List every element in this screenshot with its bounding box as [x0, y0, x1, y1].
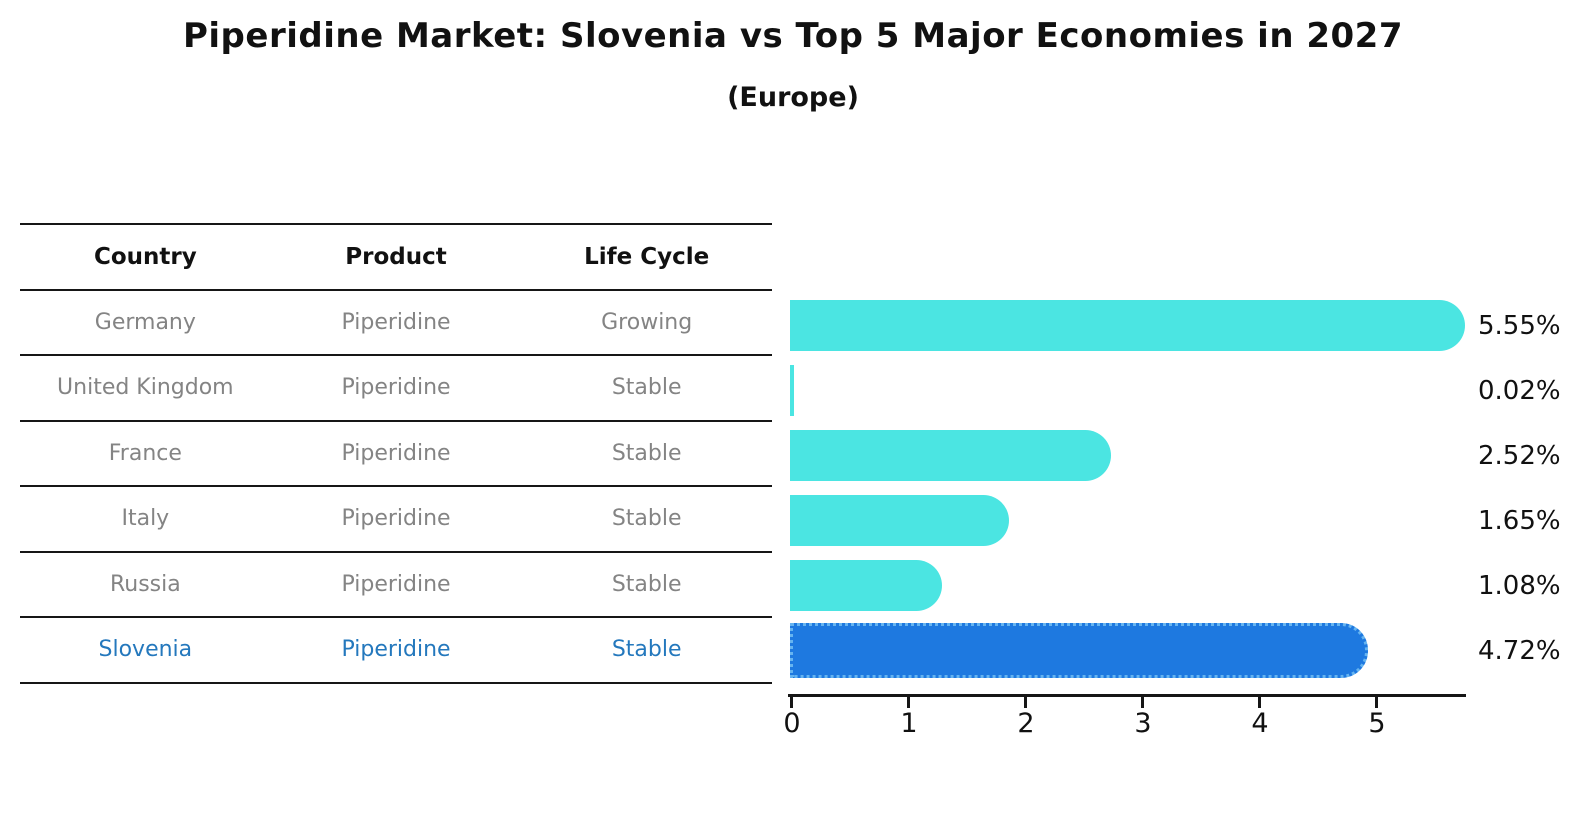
col-header-country: Country	[93, 243, 197, 270]
x-tick-label-4: 4	[1251, 708, 1269, 739]
cell-country: France	[108, 440, 182, 466]
cell-product: Piperidine	[341, 440, 451, 466]
bar-germany	[790, 300, 1466, 351]
x-axis-tick-0	[790, 697, 793, 708]
x-tick-label-1: 1	[900, 708, 918, 739]
page-title: Piperidine Market: Slovenia vs Top 5 Maj…	[182, 16, 1404, 56]
x-axis-tick-1	[907, 697, 910, 708]
cell-lifecycle: Stable	[611, 637, 682, 663]
cell-country: Germany	[94, 309, 196, 335]
value-label-united-kingdom: 0.02%	[1478, 375, 1561, 406]
x-tick-label-3: 3	[1134, 708, 1152, 739]
col-header-product: Product	[345, 243, 447, 270]
bar-russia	[790, 560, 943, 611]
x-axis-tick-4	[1258, 697, 1261, 708]
cell-lifecycle: Stable	[611, 375, 682, 401]
value-label-russia: 1.08%	[1478, 570, 1561, 601]
bar-italy	[790, 495, 1010, 546]
table-header-row: Country Product Life Cycle	[20, 225, 772, 291]
comparison-table: Country Product Life Cycle Germany Piper…	[20, 223, 772, 684]
cell-product: Piperidine	[341, 506, 451, 532]
cell-lifecycle: Stable	[611, 440, 682, 466]
page-subtitle: (Europe)	[727, 82, 859, 113]
table-row-russia: Russia Piperidine Stable	[20, 553, 772, 618]
x-axis-tick-2	[1024, 697, 1027, 708]
cell-product: Piperidine	[341, 637, 451, 663]
x-tick-label-2: 2	[1017, 708, 1035, 739]
table-row-france: France Piperidine Stable	[20, 422, 772, 487]
x-axis-tick-3	[1141, 697, 1144, 708]
cell-product: Piperidine	[341, 375, 451, 401]
cell-product: Piperidine	[341, 571, 451, 597]
cell-country: Italy	[121, 506, 170, 532]
x-axis-line	[788, 694, 1466, 697]
table-row-slovenia: Slovenia Piperidine Stable	[20, 618, 772, 684]
bar-united-kingdom	[790, 365, 794, 416]
cell-country: Russia	[109, 571, 181, 597]
cell-lifecycle: Stable	[611, 571, 682, 597]
table-row-germany: Germany Piperidine Growing	[20, 291, 772, 356]
table-row-united-kingdom: United Kingdom Piperidine Stable	[20, 356, 772, 422]
value-label-slovenia: 4.72%	[1478, 635, 1561, 666]
bar-slovenia	[790, 623, 1369, 678]
cell-product: Piperidine	[341, 309, 451, 335]
bar-france	[790, 430, 1111, 481]
x-tick-label-5: 5	[1368, 708, 1386, 739]
value-label-italy: 1.65%	[1478, 505, 1561, 536]
cell-country: Slovenia	[98, 637, 193, 663]
cell-country: United Kingdom	[57, 375, 234, 401]
x-axis-tick-5	[1375, 697, 1378, 708]
cell-lifecycle: Growing	[601, 309, 693, 335]
x-tick-label-0: 0	[783, 708, 801, 739]
cell-lifecycle: Stable	[611, 506, 682, 532]
value-label-france: 2.52%	[1478, 440, 1561, 471]
col-header-lifecycle: Life Cycle	[584, 243, 710, 270]
value-label-germany: 5.55%	[1478, 310, 1561, 341]
table-row-italy: Italy Piperidine Stable	[20, 487, 772, 553]
